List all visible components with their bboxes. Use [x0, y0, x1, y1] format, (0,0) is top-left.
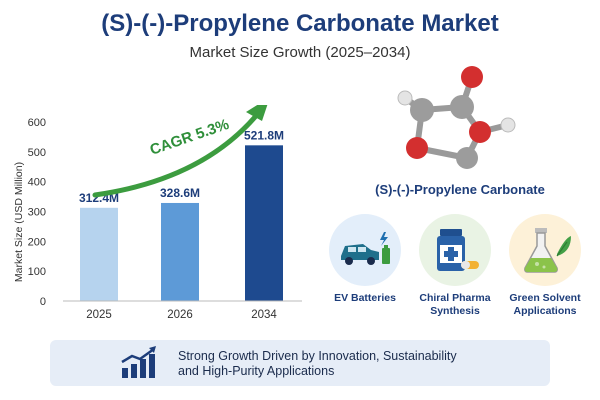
- atom-oxygen: [469, 121, 491, 143]
- atom-carbon: [410, 98, 434, 122]
- app-label: Chiral Pharma Synthesis: [415, 292, 495, 318]
- page-title: (S)-(-)-Propylene Carbonate Market: [101, 10, 499, 37]
- app-label: Green Solvent Applications: [505, 292, 585, 318]
- page-subtitle: Market Size Growth (2025–2034): [189, 44, 411, 61]
- atom-hydrogen: [500, 117, 516, 133]
- y-tick-label: 600: [28, 117, 46, 129]
- app-circle: [509, 214, 581, 286]
- y-tick-label: 300: [28, 207, 46, 219]
- app-circle: [419, 214, 491, 286]
- atom-carbon: [450, 95, 474, 119]
- bar-value-label: 521.8M: [244, 128, 284, 142]
- app-label-line2: Applications: [513, 305, 577, 317]
- app-label: EV Batteries: [325, 292, 405, 305]
- application-chiral-pharma: Chiral Pharma Synthesis: [415, 214, 495, 318]
- growth-chart-icon: [121, 346, 156, 378]
- x-tick-label: 2025: [86, 309, 112, 321]
- banner-text: Strong Growth Driven by Innovation, Sust…: [178, 349, 457, 379]
- app-circle: [329, 214, 401, 286]
- app-label-line1: Green Solvent: [509, 292, 581, 304]
- y-tick-label: 400: [28, 177, 46, 189]
- y-tick-label: 500: [28, 147, 46, 159]
- application-ev-batteries: EV Batteries: [325, 214, 405, 305]
- app-label-line1: EV Batteries: [334, 292, 396, 304]
- y-axis-label: Market Size (USD Million): [13, 162, 25, 282]
- atom-oxygen: [461, 66, 483, 88]
- molecule-label: (S)-(-)-Propylene Carbonate: [375, 182, 545, 197]
- app-label-line1: Chiral Pharma: [419, 292, 491, 304]
- bar-2034: [245, 145, 283, 301]
- atom-hydrogen: [397, 90, 413, 106]
- atom-carbon: [456, 147, 478, 169]
- x-tick-label: 2034: [251, 309, 277, 321]
- y-tick-label: 200: [28, 236, 46, 248]
- bar-2025: [80, 207, 118, 301]
- flask-leaf-icon: [524, 228, 571, 273]
- cagr-arrow-head: [246, 105, 268, 121]
- atom-oxygen: [406, 137, 428, 159]
- cagr-arrow: [92, 114, 258, 198]
- ev-car-battery-icon: [341, 232, 390, 265]
- x-tick-label: 2026: [167, 309, 193, 321]
- bar-2026: [161, 202, 199, 301]
- pharma-bottle-icon: [437, 229, 479, 271]
- y-tick-label: 100: [28, 266, 46, 278]
- banner-line2: and High-Purity Applications: [178, 364, 335, 378]
- summary-banner: Strong Growth Driven by Innovation, Sust…: [50, 340, 550, 386]
- y-tick-label: 0: [40, 296, 46, 308]
- molecule-illustration: [397, 66, 516, 169]
- application-green-solvent: Green Solvent Applications: [505, 214, 585, 318]
- app-label-line2: Synthesis: [430, 305, 480, 317]
- banner-line1: Strong Growth Driven by Innovation, Sust…: [178, 349, 457, 363]
- bar-value-label: 328.6M: [160, 186, 200, 200]
